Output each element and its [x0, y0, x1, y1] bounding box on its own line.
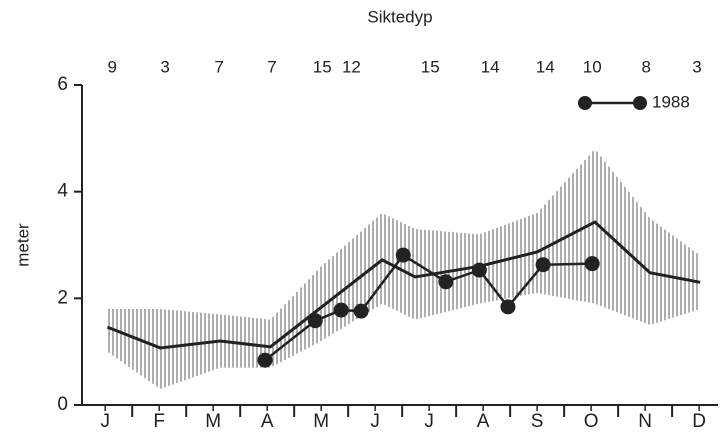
x-tick-label: F [153, 411, 165, 432]
data-point [584, 256, 600, 272]
y-tick-label: 6 [57, 74, 68, 95]
x-tick-label: J [424, 411, 434, 432]
x-tick-label: A [477, 411, 490, 432]
sample-count: 9 [107, 57, 116, 76]
x-tick-label: A [261, 411, 274, 432]
sample-count: 3 [160, 57, 169, 76]
sample-count: 14 [536, 57, 555, 76]
sample-count: 7 [214, 57, 223, 76]
data-point [395, 247, 411, 263]
chart-title: Siktedyp [367, 7, 432, 26]
sample-count: 10 [583, 57, 602, 76]
data-point [500, 299, 516, 315]
y-tick-label: 2 [57, 287, 68, 308]
legend-marker [633, 96, 647, 110]
sample-count: 15 [313, 57, 332, 76]
series-line [264, 253, 593, 362]
x-tick-label: O [584, 411, 599, 432]
sample-count: 14 [481, 57, 500, 76]
data-point [438, 274, 454, 290]
sample-count: 3 [692, 57, 701, 76]
data-point [333, 302, 349, 318]
x-tick-label: M [313, 411, 329, 432]
legend-label: 1988 [652, 92, 690, 111]
x-tick-label: J [100, 411, 110, 432]
range-band [107, 149, 701, 389]
y-tick-label: 0 [57, 394, 68, 415]
data-point [307, 313, 323, 329]
legend-marker [578, 96, 592, 110]
x-tick-label: S [531, 411, 544, 432]
sample-count: 8 [641, 57, 650, 76]
x-tick-label: M [205, 411, 221, 432]
sample-count: 15 [421, 57, 440, 76]
data-point [353, 303, 369, 319]
y-axis-label: meter [13, 223, 32, 267]
data-point [257, 352, 273, 368]
data-point [535, 257, 551, 273]
y-tick-label: 4 [57, 181, 68, 202]
sample-count: 7 [267, 57, 276, 76]
x-tick-label: D [692, 411, 706, 432]
x-tick-label: J [370, 411, 380, 432]
x-tick-label: N [638, 411, 652, 432]
mean-line [106, 220, 701, 350]
data-point [471, 262, 487, 278]
sample-count: 12 [342, 57, 361, 76]
